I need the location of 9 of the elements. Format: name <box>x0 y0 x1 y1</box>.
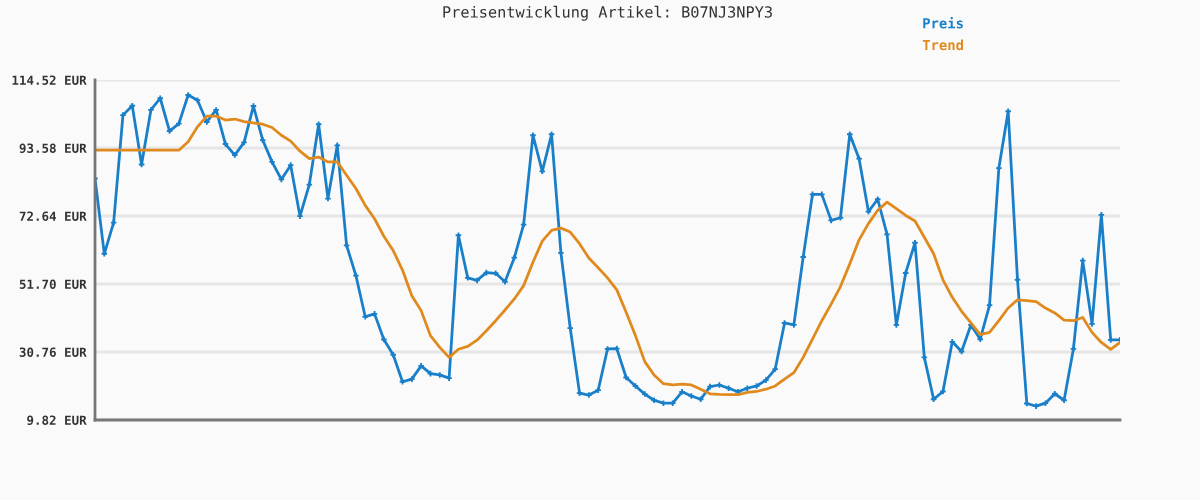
chart-title: Preisentwicklung Artikel: B07NJ3NPY3 <box>443 5 772 21</box>
y-tick-label: 93.58 EUR <box>19 143 87 153</box>
y-tick-label: 51.70 EUR <box>19 279 87 289</box>
y-tick-label: 114.52 EUR <box>12 75 87 85</box>
y-tick-label: 9.82 EUR <box>27 415 87 425</box>
text: Preis <box>923 16 963 29</box>
y-tick-label: 72.64 EUR <box>19 211 87 221</box>
text: Trend <box>922 39 963 51</box>
y-tick-label: 30.76 EUR <box>19 347 87 357</box>
